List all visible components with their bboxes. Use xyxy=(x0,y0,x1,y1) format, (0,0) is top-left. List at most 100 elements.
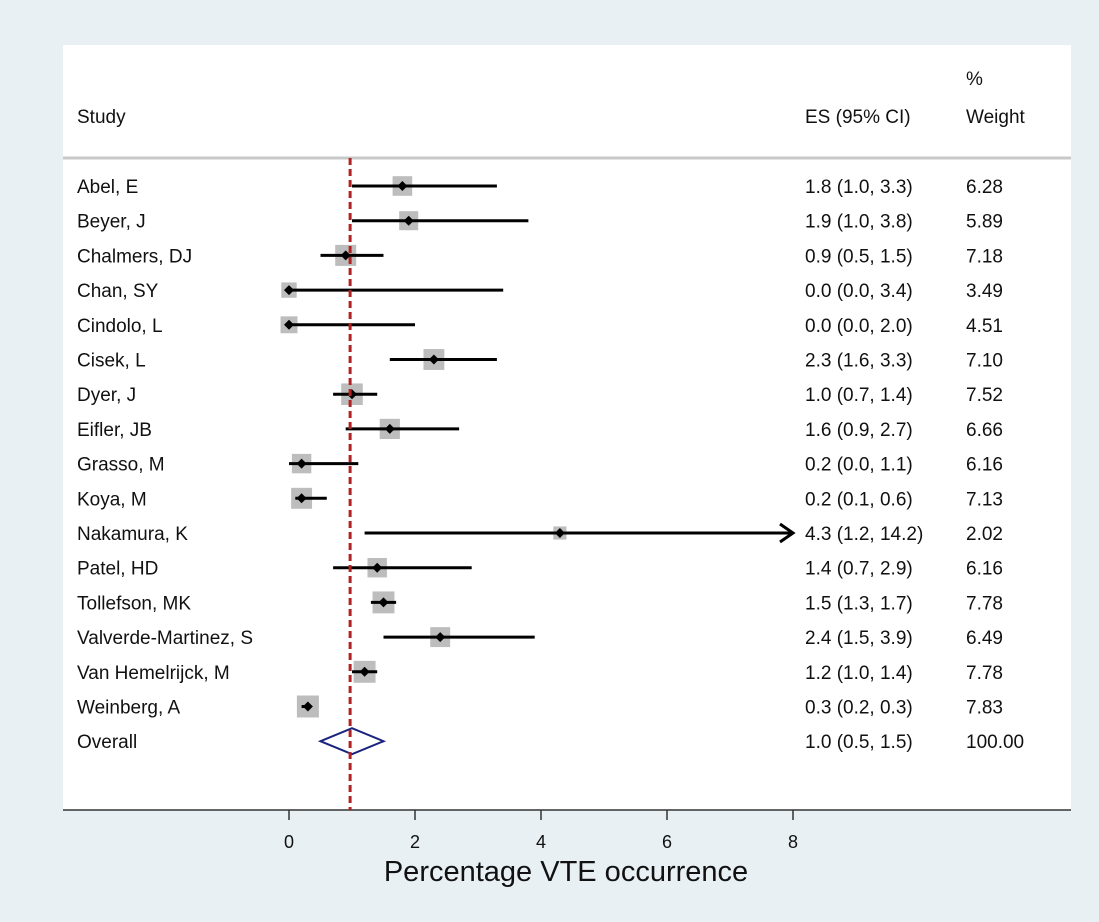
header-study: Study xyxy=(77,107,126,128)
weight-value: 5.89 xyxy=(966,212,1003,233)
point-estimate xyxy=(340,250,351,261)
x-axis: 0 2 4 6 8 xyxy=(284,810,798,852)
study-row: Van Hemelrijck, M 1.2 (1.0, 1.4) 7.78 xyxy=(77,660,1003,684)
study-row: Abel, E 1.8 (1.0, 3.3) 6.28 xyxy=(77,176,1003,198)
weight-value: 7.78 xyxy=(966,593,1003,614)
header-es: ES (95% CI) xyxy=(805,107,911,128)
es-ci-value: 1.4 (0.7, 2.9) xyxy=(805,559,913,580)
weight-value: 7.13 xyxy=(966,489,1003,510)
study-row: Tollefson, MK 1.5 (1.3, 1.7) 7.78 xyxy=(77,591,1003,614)
weight-value: 6.66 xyxy=(966,420,1003,441)
plot-panel xyxy=(63,45,1071,810)
study-name: Abel, E xyxy=(77,177,138,198)
study-row: Chan, SY 0.0 (0.0, 3.4) 3.49 xyxy=(77,281,1003,302)
point-estimate xyxy=(554,528,565,538)
point-estimate xyxy=(384,423,395,434)
study-row: Cisek, L 2.3 (1.6, 3.3) 7.10 xyxy=(77,349,1003,372)
study-name: Van Hemelrijck, M xyxy=(77,663,230,684)
study-name: Valverde-Martinez, S xyxy=(77,628,253,649)
x-tick-label: 0 xyxy=(284,832,294,852)
weight-value: 7.10 xyxy=(966,351,1003,372)
es-ci-value: 1.0 (0.7, 1.4) xyxy=(805,385,913,406)
study-name: Patel, HD xyxy=(77,559,158,580)
weight-value: 7.78 xyxy=(966,663,1003,684)
header-weight-line2: Weight xyxy=(966,107,1026,128)
study-name: Dyer, J xyxy=(77,385,136,406)
overall-es-ci: 1.0 (0.5, 1.5) xyxy=(805,732,913,753)
es-ci-value: 1.2 (1.0, 1.4) xyxy=(805,663,913,684)
weight-value: 6.49 xyxy=(966,628,1003,649)
es-ci-value: 0.3 (0.2, 0.3) xyxy=(805,698,913,719)
study-name: Beyer, J xyxy=(77,212,146,233)
es-ci-value: 0.2 (0.1, 0.6) xyxy=(805,489,913,510)
weight-value: 3.49 xyxy=(966,281,1003,302)
study-row: Patel, HD 1.4 (0.7, 2.9) 6.16 xyxy=(77,557,1003,580)
weight-value: 6.16 xyxy=(966,559,1003,580)
point-estimate xyxy=(372,562,383,573)
weight-value: 6.16 xyxy=(966,455,1003,476)
study-name: Chalmers, DJ xyxy=(77,246,192,267)
point-estimate xyxy=(284,319,294,330)
es-ci-value: 1.6 (0.9, 2.7) xyxy=(805,420,913,441)
point-estimate xyxy=(397,181,408,191)
study-row: Beyer, J 1.9 (1.0, 3.8) 5.89 xyxy=(77,211,1003,233)
weight-value: 7.18 xyxy=(966,246,1003,267)
point-estimate xyxy=(435,632,446,643)
x-tick-label: 4 xyxy=(536,832,546,852)
study-row: Koya, M 0.2 (0.1, 0.6) 7.13 xyxy=(77,487,1003,510)
study-name: Grasso, M xyxy=(77,455,165,476)
weight-value: 7.83 xyxy=(966,698,1003,719)
study-name: Cindolo, L xyxy=(77,316,163,337)
es-ci-value: 1.9 (1.0, 3.8) xyxy=(805,212,913,233)
es-ci-value: 2.4 (1.5, 3.9) xyxy=(805,628,913,649)
weight-value: 7.52 xyxy=(966,385,1003,406)
study-name: Chan, SY xyxy=(77,281,159,302)
study-name: Eifler, JB xyxy=(77,420,152,441)
weight-value: 6.28 xyxy=(966,177,1003,198)
study-row: Grasso, M 0.2 (0.0, 1.1) 6.16 xyxy=(77,453,1003,476)
study-name: Weinberg, A xyxy=(77,698,180,719)
es-ci-value: 1.5 (1.3, 1.7) xyxy=(805,593,913,614)
study-rows: Abel, E 1.8 (1.0, 3.3) 6.28 Beyer, J 1.9 (1.… xyxy=(77,176,1024,756)
weight-value: 2.02 xyxy=(966,524,1003,545)
x-tick-label: 6 xyxy=(662,832,672,852)
es-ci-value: 0.9 (0.5, 1.5) xyxy=(805,246,913,267)
point-estimate xyxy=(378,597,389,608)
es-ci-value: 2.3 (1.6, 3.3) xyxy=(805,351,913,372)
overall-diamond xyxy=(317,727,387,756)
overall-row: Overall 1.0 (0.5, 1.5) 100.00 xyxy=(77,727,1024,756)
es-ci-value: 1.8 (1.0, 3.3) xyxy=(805,177,913,198)
es-ci-value: 4.3 (1.2, 14.2) xyxy=(805,524,923,545)
x-tick-label: 8 xyxy=(788,832,798,852)
overall-name: Overall xyxy=(77,732,137,753)
header-weight-line1: % xyxy=(966,69,983,90)
study-name: Cisek, L xyxy=(77,351,146,372)
study-row: Chalmers, DJ 0.9 (0.5, 1.5) 7.18 xyxy=(77,244,1003,267)
study-name: Nakamura, K xyxy=(77,524,188,545)
study-name: Koya, M xyxy=(77,489,147,510)
overall-weight: 100.00 xyxy=(966,732,1024,753)
study-name: Tollefson, MK xyxy=(77,593,191,614)
point-estimate xyxy=(359,666,370,677)
study-row: Dyer, J 1.0 (0.7, 1.4) 7.52 xyxy=(77,383,1003,406)
x-axis-label: Percentage VTE occurrence xyxy=(384,856,748,888)
study-row: Weinberg, A 0.3 (0.2, 0.3) 7.83 xyxy=(77,695,1003,719)
es-ci-value: 0.0 (0.0, 3.4) xyxy=(805,281,913,302)
point-estimate xyxy=(296,458,307,469)
es-ci-value: 0.0 (0.0, 2.0) xyxy=(805,316,913,337)
weight-value: 4.51 xyxy=(966,316,1003,337)
point-estimate xyxy=(428,354,439,365)
point-estimate xyxy=(296,493,307,504)
study-row: Cindolo, L 0.0 (0.0, 2.0) 4.51 xyxy=(77,316,1003,337)
point-estimate xyxy=(302,701,313,712)
study-row: Eifler, JB 1.6 (0.9, 2.7) 6.66 xyxy=(77,418,1003,441)
ci-arrow xyxy=(779,522,796,544)
point-estimate xyxy=(403,215,414,226)
study-row: Nakamura, K 4.3 (1.2, 14.2) 2.02 xyxy=(77,522,1003,545)
point-estimate xyxy=(284,285,294,296)
study-row: Valverde-Martinez, S 2.4 (1.5, 3.9) 6.49 xyxy=(77,627,1003,649)
x-tick-label: 2 xyxy=(410,832,420,852)
es-ci-value: 0.2 (0.0, 1.1) xyxy=(805,455,913,476)
